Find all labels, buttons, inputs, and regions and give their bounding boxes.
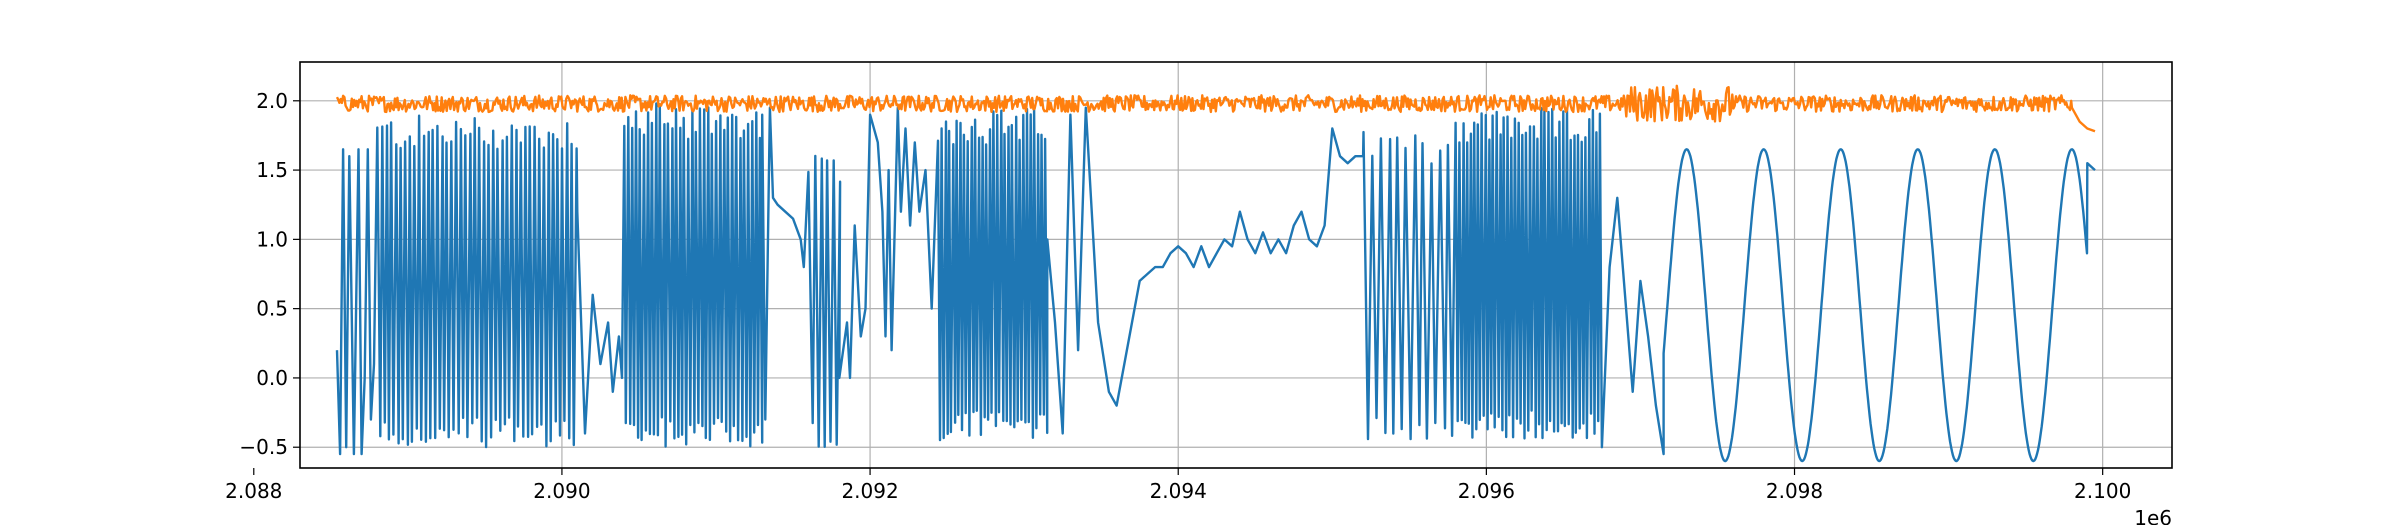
x-tick-label: 2.096 [1458,479,1515,503]
y-tick-label: 0.0 [256,366,288,390]
series-line-1 [335,102,2096,463]
y-tick-label: 2.0 [256,89,288,113]
x-tick-label: 2.094 [1150,479,1207,503]
y-tick-label: 0.5 [256,297,288,321]
x-axis-offset-label: 1e6 [2134,506,2172,525]
y-tick-label: −0.5 [239,435,288,459]
axes-frame [299,61,2173,469]
axis-ticks: 2.088 2.090 2.092 2.094 2.096 2.098 2.100 −0.5 0… [225,89,2131,503]
x-tick-label: 2.098 [1766,479,1823,503]
series-line-2 [335,84,2096,133]
x-tick-label: 2.100 [2074,479,2131,503]
y-tick-label: 1.0 [256,227,288,251]
x-tick-label: 2.092 [841,479,898,503]
plot-series [335,84,2096,463]
x-tick-label: 2.088 [225,479,282,503]
y-tick-label: 1.5 [256,158,288,182]
x-tick-label: 2.090 [533,479,590,503]
